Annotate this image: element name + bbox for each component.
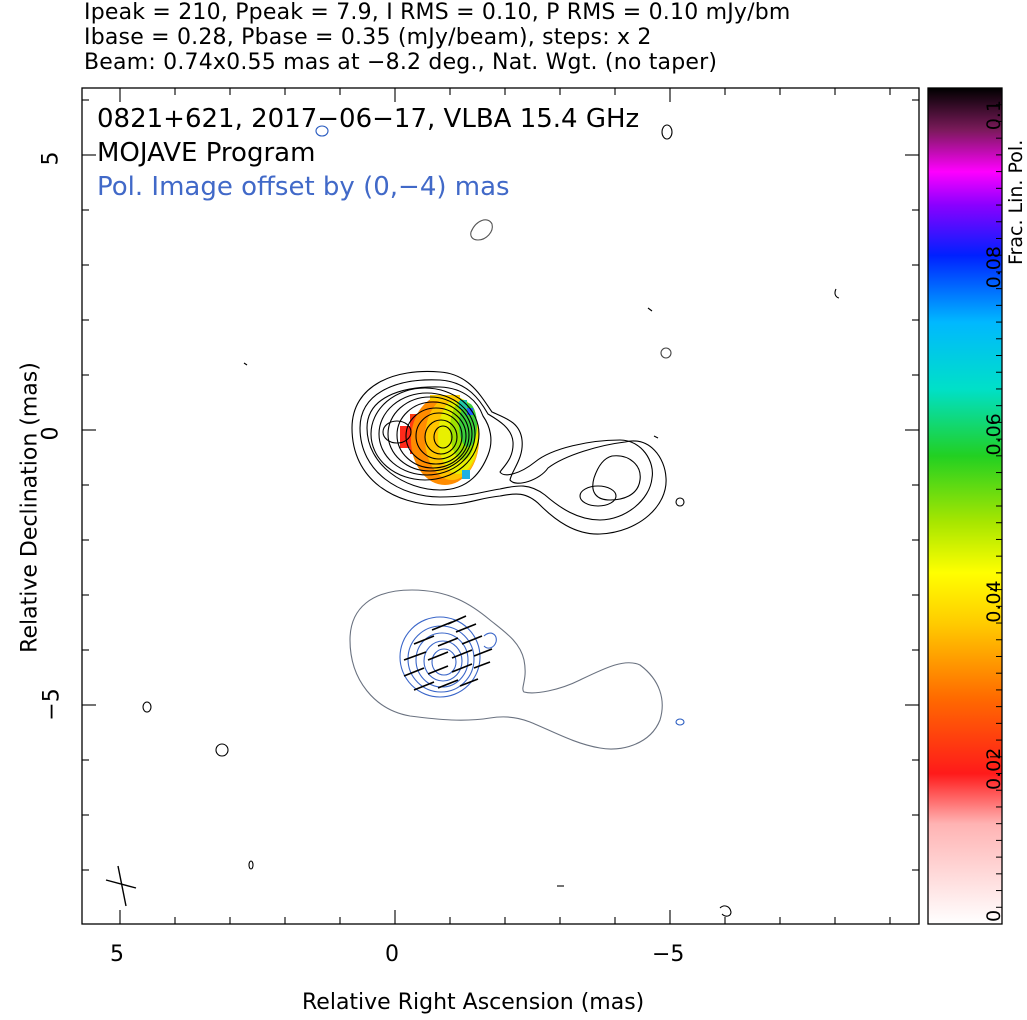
evpa-vectors	[403, 615, 493, 691]
program-label: MOJAVE Program	[97, 138, 316, 168]
axis-ticks	[82, 88, 919, 924]
colorbar-ticks	[990, 87, 1002, 925]
source-info-label: 0821+621, 2017−06−17, VLBA 15.4 GHz	[97, 104, 640, 134]
colorbar	[928, 88, 1002, 924]
colorbar-tick-label: 0.04	[983, 580, 1005, 622]
header-line-1: Ipeak = 210, Ppeak = 7.9, I RMS = 0.10, …	[84, 0, 791, 25]
beam-cross	[105, 865, 137, 907]
total-intensity-contours	[142, 124, 840, 924]
polarization-contours	[349, 589, 663, 750]
x-tick-label-neg5: −5	[652, 942, 685, 967]
header-line-2: Ibase = 0.28, Pbase = 0.35 (mJy/beam), s…	[84, 25, 652, 50]
colorbar-tick-label: 0	[983, 910, 1005, 922]
colorbar-tick-label: 0.02	[983, 748, 1005, 790]
colorbar-tick-labels: 0 0.02 0.04 0.06 0.08 0.1	[983, 100, 1005, 922]
y-tick-label-5: 5	[38, 151, 64, 166]
pol-offset-note: Pol. Image offset by (0,−4) mas	[97, 172, 510, 202]
x-tick-label-0: 0	[385, 942, 399, 967]
plot-frame	[81, 87, 920, 925]
colorbar-tick-label: 0.1	[983, 100, 1005, 130]
colorbar-tick-label: 0.08	[983, 246, 1005, 288]
header-line-3: Beam: 0.74x0.55 mas at −8.2 deg., Nat. W…	[84, 50, 718, 75]
y-axis-label: Relative Declination (mas)	[17, 362, 43, 653]
x-tick-label-5: 5	[110, 942, 124, 967]
colorbar-tick-label: 0.06	[983, 413, 1005, 455]
colorbar-label: Frac. Lin. Pol.	[1005, 140, 1027, 265]
y-tick-label-neg5: −5	[39, 688, 65, 721]
x-axis-label: Relative Right Ascension (mas)	[302, 990, 645, 1015]
